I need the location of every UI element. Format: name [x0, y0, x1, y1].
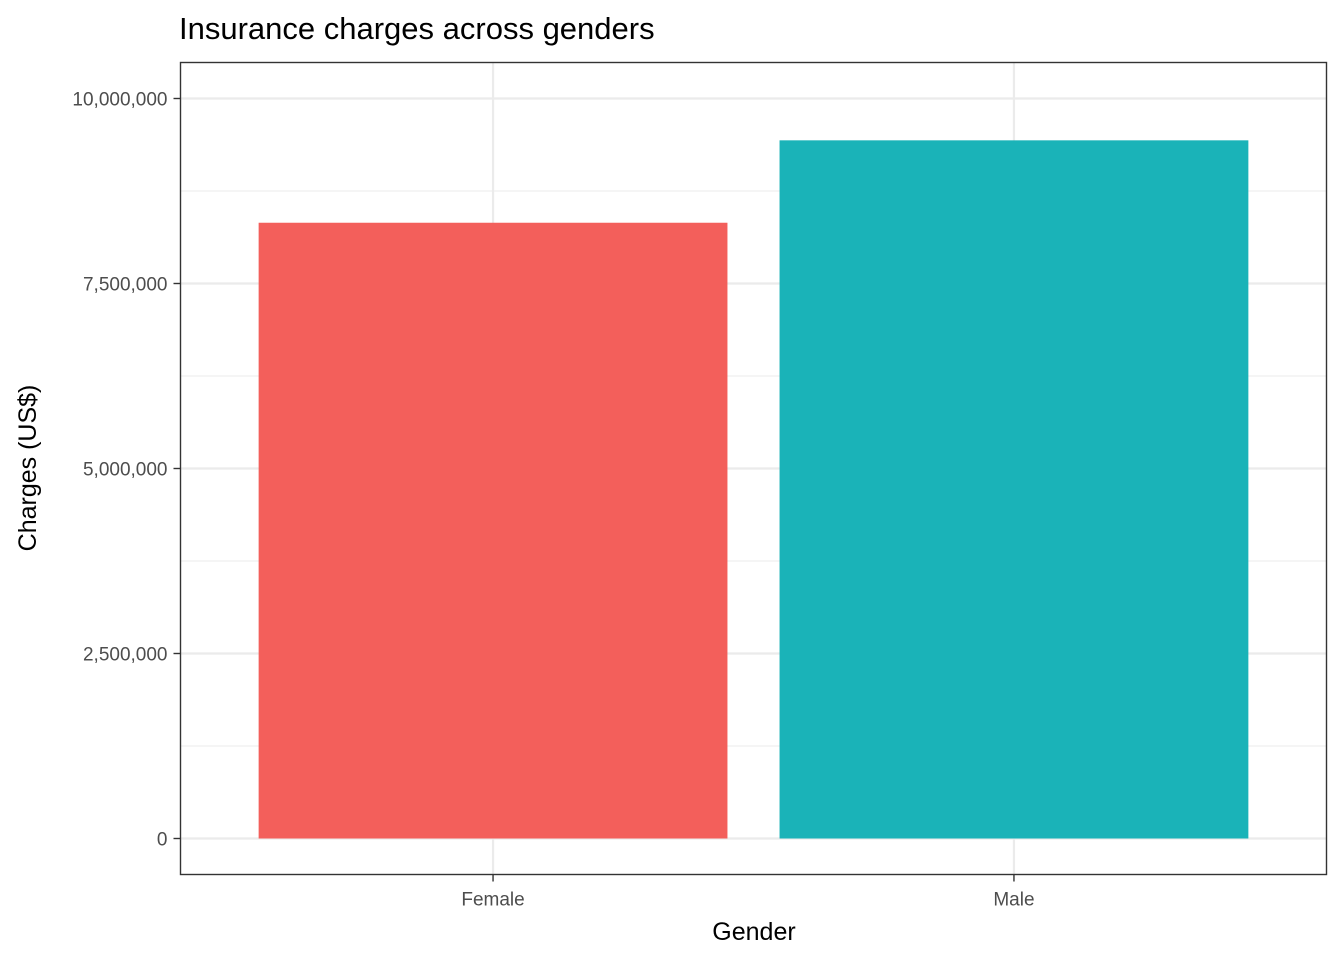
y-tick-label: 2,500,000 [83, 645, 168, 666]
x-axis-title: Gender [712, 918, 795, 946]
y-tick-label: 10,000,000 [72, 90, 167, 111]
y-axis-title: Charges (US$) [14, 385, 42, 552]
chart-title: Insurance charges across genders [179, 11, 655, 46]
y-axis: 0 2,500,000 5,000,000 7,500,000 10,000,000 [72, 90, 181, 851]
x-tick-label: Female [461, 890, 524, 911]
bar-male [779, 140, 1249, 839]
x-axis: Female Male [461, 874, 1035, 911]
bars [258, 140, 1249, 839]
y-tick-label: 7,500,000 [83, 275, 168, 296]
x-tick-label: Male [993, 890, 1034, 911]
y-tick-label: 5,000,000 [83, 460, 168, 481]
bar-female [258, 222, 728, 839]
y-tick-label: 0 [157, 830, 168, 851]
